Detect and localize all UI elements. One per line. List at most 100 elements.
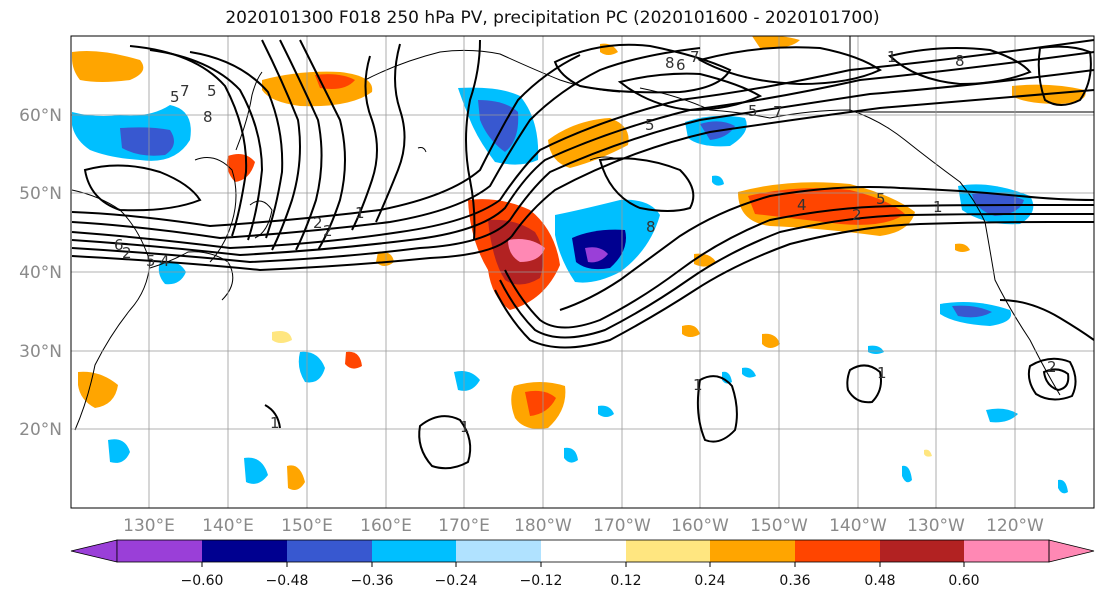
shade-positive: [924, 449, 932, 457]
contour-label: 7: [690, 48, 700, 66]
colorbar-swatch: [287, 540, 372, 562]
graticule: [71, 36, 1094, 508]
precipitation-shading: [72, 36, 1086, 494]
contour-label: 8: [955, 52, 965, 70]
colorbar-tick-label: 0.12: [610, 573, 641, 589]
colorbar-swatch: [880, 540, 964, 562]
shade-positive-strong: [315, 74, 355, 89]
shade-negative: [158, 261, 186, 285]
lon-label: 170°E: [438, 516, 490, 536]
lon-label: 170°W: [593, 516, 651, 536]
shade-positive: [955, 243, 970, 252]
contour-label: 1: [460, 418, 470, 436]
contour-label: 2: [1047, 358, 1057, 376]
shade-negative: [712, 175, 724, 186]
colorbar-tick-label: −0.36: [351, 573, 394, 589]
contour-label: 5: [146, 252, 156, 270]
shade-positive-strong: [525, 390, 556, 416]
shade-negative: [742, 367, 756, 378]
shade-negative: [454, 371, 480, 391]
colorbar-tick-label: 0.36: [779, 573, 810, 589]
colorbar: −0.60 −0.48 −0.36 −0.24 −0.12 0.12 0.24 …: [70, 539, 1095, 589]
lon-label: 150°W: [750, 516, 808, 536]
contour-label: 7: [773, 103, 783, 121]
lon-label: 180°W: [514, 516, 572, 536]
colorbar-tick-label: 0.24: [694, 573, 725, 589]
contour-label: 6: [676, 56, 686, 74]
shade-positive: [287, 465, 305, 490]
shade-negative-strong: [120, 127, 174, 156]
plot-frame: [70, 35, 1095, 509]
lat-label: 50°N: [19, 184, 62, 204]
shade-positive: [752, 36, 800, 49]
contour-label: 4: [160, 252, 170, 270]
shade-positive: [682, 325, 700, 337]
colorbar-tick-label: −0.60: [181, 573, 224, 589]
colorbar-ticks: [201, 562, 965, 567]
lat-label: 60°N: [19, 106, 62, 126]
colorbar-tick-label: 0.48: [864, 573, 895, 589]
shade-positive: [78, 371, 118, 408]
contour-label: 1: [887, 48, 897, 66]
colorbar-tick-label: −0.24: [435, 573, 478, 589]
colorbar-tick-label: −0.48: [266, 573, 309, 589]
shade-negative: [598, 405, 614, 417]
colorbar-tick-label: −0.12: [520, 573, 563, 589]
shade-negative-strong: [952, 305, 992, 318]
contour-label: 5: [207, 82, 217, 100]
shade-positive: [548, 118, 629, 168]
contour-label: 2: [313, 214, 323, 232]
pv-contours: [71, 39, 1094, 470]
contour-label: 1: [270, 414, 280, 432]
shade-negative: [298, 351, 325, 383]
shade-negative: [108, 439, 130, 463]
contour-label: 5: [748, 102, 758, 120]
contour-label: 6: [114, 236, 124, 254]
colorbar-swatch: [541, 540, 626, 562]
shade-positive: [345, 351, 362, 369]
lon-label: 150°E: [281, 516, 333, 536]
shade-positive-strong: [748, 188, 905, 225]
lon-label: 120°W: [986, 516, 1044, 536]
lat-label: 30°N: [19, 342, 62, 362]
lon-label: 140°E: [202, 516, 254, 536]
contour-label: 2: [852, 206, 862, 224]
colorbar-swatch: [795, 540, 880, 562]
shade-positive: [272, 331, 292, 343]
colorbar-swatch: [117, 540, 202, 562]
colorbar-swatch: [710, 540, 795, 562]
contour-label: 1: [933, 198, 943, 216]
contour-label: 1: [355, 204, 365, 222]
contour-label: 1: [877, 364, 887, 382]
colorbar-extend-high: [1048, 539, 1095, 563]
contour-label: 5: [170, 88, 180, 106]
colorbar-swatch: [202, 540, 287, 562]
contour-label: 8: [203, 108, 213, 126]
shade-negative: [868, 345, 884, 354]
colorbar-tick-label: 0.60: [948, 573, 979, 589]
shade-negative: [564, 447, 578, 463]
shade-positive: [72, 51, 144, 82]
lon-label: 160°E: [360, 516, 412, 536]
shade-negative: [902, 465, 912, 483]
contour-label: 2: [122, 244, 132, 262]
colorbar-swatch: [372, 540, 456, 562]
shade-negative: [986, 408, 1018, 423]
lon-label: 130°E: [123, 516, 175, 536]
colorbar-swatch: [626, 540, 710, 562]
shade-positive: [762, 333, 780, 348]
contour-label: 2: [323, 222, 333, 240]
colorbar-frame: [116, 539, 1050, 563]
longitude-labels: 130°E 140°E 150°E 160°E 170°E 180°W 170°…: [123, 516, 1044, 536]
contour-label: 5: [645, 116, 655, 134]
colorbar-extend-low: [70, 539, 118, 563]
contour-label: 8: [646, 218, 656, 236]
shade-positive-max: [508, 239, 545, 262]
lon-label: 140°W: [829, 516, 887, 536]
lat-label: 20°N: [19, 420, 62, 440]
shade-negative-max: [585, 247, 608, 263]
contour-label: 7: [180, 82, 190, 100]
latitude-labels: 60°N 50°N 40°N 30°N 20°N: [19, 106, 62, 440]
contour-label: 4: [797, 196, 807, 214]
